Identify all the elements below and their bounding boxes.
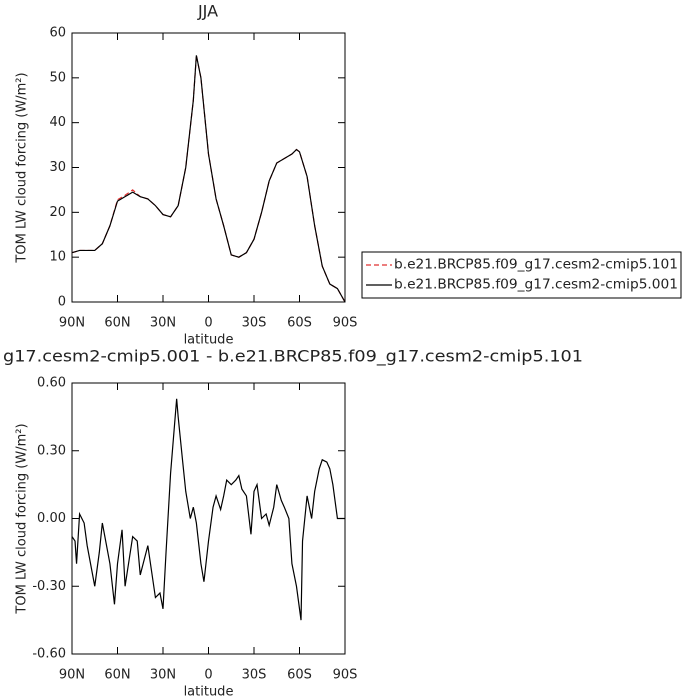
- x-tick-label: 30N: [150, 668, 176, 683]
- y-tick-label: 10: [49, 250, 66, 265]
- x-tick-label: 60S: [287, 668, 312, 683]
- x-tick-label: 0: [204, 316, 212, 331]
- x-tick-label: 30S: [242, 316, 267, 331]
- x-tick-label: 90N: [59, 316, 85, 331]
- data-line: [71, 55, 346, 303]
- y-tick-label: 0: [58, 295, 66, 310]
- legend-box: [361, 251, 682, 299]
- y-axis-title: TOM LW cloud forcing (W/m²): [15, 72, 30, 263]
- y-tick-label: 0.60: [37, 376, 66, 391]
- x-tick-label: 90S: [333, 668, 358, 683]
- x-tick-label: 0: [204, 668, 212, 683]
- x-tick-label: 60N: [104, 316, 130, 331]
- x-tick-label: 60N: [104, 668, 130, 683]
- y-axis-title: TOM LW cloud forcing (W/m²): [15, 423, 30, 614]
- y-tick-label: 40: [49, 115, 66, 130]
- y-tick-label: -0.30: [32, 579, 66, 594]
- x-tick-label: 30S: [242, 668, 267, 683]
- chart-title: g17.cesm2-cmip5.001 - b.e21.BRCP85.f09_g…: [3, 347, 583, 367]
- y-tick-label: 20: [49, 205, 66, 220]
- x-tick-label: 60S: [287, 316, 312, 331]
- x-tick-label: 30N: [150, 316, 176, 331]
- data-line: [71, 55, 346, 303]
- legend-label: b.e21.BRCP85.f09_g17.cesm2-cmip5.101: [394, 258, 678, 273]
- y-tick-label: 60: [49, 26, 66, 41]
- y-tick-label: 0.00: [37, 511, 66, 526]
- x-axis-title: latitude: [184, 685, 234, 700]
- y-tick-label: 30: [49, 160, 66, 175]
- legend-label: b.e21.BRCP85.f09_g17.cesm2-cmip5.001: [394, 278, 678, 293]
- plot-frame: [71, 382, 346, 655]
- y-tick-label: 0.30: [37, 443, 66, 458]
- x-axis-title: latitude: [184, 333, 234, 348]
- x-tick-label: 90N: [59, 668, 85, 683]
- data-line: [71, 398, 345, 621]
- x-tick-label: 90S: [333, 316, 358, 331]
- y-tick-label: 50: [49, 70, 66, 85]
- y-tick-label: -0.60: [32, 647, 66, 662]
- chart-title: JJA: [197, 2, 218, 21]
